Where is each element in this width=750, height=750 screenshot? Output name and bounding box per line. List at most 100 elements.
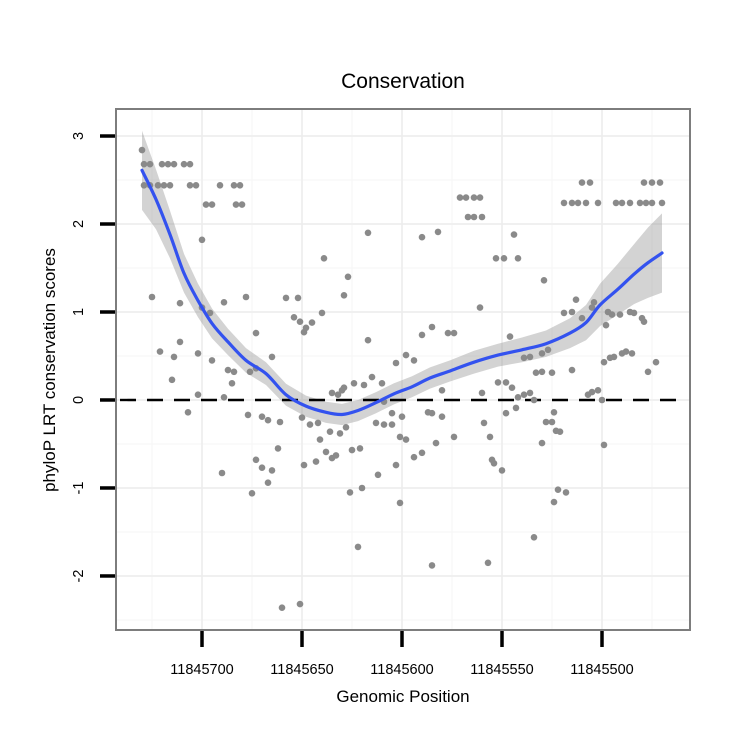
scatter-point bbox=[486, 433, 494, 441]
scatter-point bbox=[380, 421, 388, 428]
scatter-point bbox=[348, 446, 356, 454]
scatter-point bbox=[340, 292, 348, 299]
scatter-point bbox=[582, 199, 590, 207]
scatter-point bbox=[578, 314, 586, 322]
scatter-point bbox=[248, 490, 256, 497]
scatter-point bbox=[572, 296, 580, 304]
scatter-point bbox=[218, 469, 226, 477]
scatter-point bbox=[140, 160, 148, 168]
scatter-point bbox=[600, 441, 608, 449]
panel-background bbox=[116, 109, 690, 630]
x-tick-label: 11845650 bbox=[270, 662, 333, 678]
scatter-point bbox=[626, 199, 634, 207]
scatter-point bbox=[346, 489, 354, 496]
scatter-point bbox=[610, 353, 618, 361]
scatter-point bbox=[538, 350, 546, 357]
scatter-point bbox=[354, 543, 362, 551]
scatter-point bbox=[478, 389, 486, 397]
scatter-point bbox=[648, 199, 656, 207]
scatter-point bbox=[194, 391, 202, 399]
scatter-point bbox=[146, 160, 154, 168]
scatter-point bbox=[594, 199, 602, 207]
scatter-point bbox=[290, 314, 298, 321]
scatter-point bbox=[550, 498, 558, 506]
scatter-point bbox=[192, 182, 200, 189]
scatter-point bbox=[268, 467, 276, 474]
scatter-point bbox=[526, 389, 534, 397]
scatter-point bbox=[334, 391, 342, 399]
scatter-point bbox=[356, 445, 364, 452]
scatter-point bbox=[500, 254, 508, 262]
scatter-point bbox=[364, 336, 372, 344]
scatter-point bbox=[148, 293, 156, 301]
scatter-point bbox=[252, 456, 260, 464]
scatter-point bbox=[544, 346, 552, 354]
scatter-point bbox=[378, 380, 386, 387]
scatter-point bbox=[246, 368, 254, 376]
scatter-point bbox=[166, 182, 174, 189]
scatter-point bbox=[512, 404, 520, 412]
chart-title: Conservation bbox=[341, 70, 465, 93]
scatter-point bbox=[640, 318, 648, 326]
scatter-point bbox=[562, 489, 570, 496]
scatter-point bbox=[418, 449, 426, 457]
scatter-point bbox=[228, 380, 236, 387]
scatter-point bbox=[176, 338, 184, 346]
scatter-point bbox=[642, 199, 650, 207]
scatter-point bbox=[568, 199, 576, 207]
scatter-point bbox=[560, 199, 568, 207]
scatter-point bbox=[476, 304, 484, 311]
scatter-point bbox=[444, 329, 452, 337]
scatter-point bbox=[322, 448, 330, 456]
scatter-point bbox=[520, 391, 528, 399]
scatter-point bbox=[428, 562, 436, 569]
scatter-point bbox=[316, 436, 324, 443]
scatter-point bbox=[470, 194, 478, 201]
scatter-point bbox=[180, 160, 188, 168]
y-tick-label: -1 bbox=[71, 482, 87, 495]
scatter-point bbox=[556, 428, 564, 436]
scatter-point bbox=[300, 328, 308, 336]
scatter-point bbox=[418, 233, 426, 241]
scatter-point bbox=[156, 348, 164, 355]
x-tick-label: 11845500 bbox=[570, 662, 633, 678]
scatter-point bbox=[296, 318, 304, 326]
scatter-point bbox=[542, 418, 550, 426]
scatter-point bbox=[296, 600, 304, 608]
scatter-point bbox=[298, 414, 306, 421]
scatter-point bbox=[450, 329, 458, 337]
scatter-point bbox=[230, 368, 238, 376]
scatter-point bbox=[434, 228, 442, 236]
scatter-point bbox=[220, 299, 228, 306]
scatter-point bbox=[176, 299, 184, 307]
scatter-point bbox=[208, 201, 216, 208]
scatter-point bbox=[520, 354, 528, 362]
scatter-point bbox=[282, 294, 290, 302]
scatter-point bbox=[278, 604, 286, 611]
scatter-point bbox=[388, 409, 396, 417]
scatter-point bbox=[554, 486, 562, 494]
scatter-point bbox=[432, 439, 440, 447]
scatter-point bbox=[318, 309, 326, 317]
scatter-point bbox=[644, 368, 652, 376]
scatter-point bbox=[314, 419, 322, 427]
scatter-point bbox=[224, 366, 232, 374]
confidence-ribbon bbox=[142, 130, 662, 426]
scatter-point bbox=[186, 160, 194, 168]
scatter-point bbox=[158, 160, 166, 168]
scatter-point bbox=[396, 499, 404, 507]
y-tick-label: 3 bbox=[71, 132, 87, 140]
scatter-point bbox=[306, 421, 314, 428]
scatter-point bbox=[374, 471, 382, 479]
scatter-point bbox=[548, 418, 556, 426]
scatter-point bbox=[608, 311, 616, 318]
scatter-point bbox=[648, 179, 656, 186]
scatter-point bbox=[578, 179, 586, 186]
scatter-point bbox=[652, 358, 660, 366]
scatter-point bbox=[602, 321, 610, 329]
x-tick-label: 11845700 bbox=[170, 662, 233, 678]
scatter-point bbox=[598, 396, 606, 404]
scatter-point bbox=[476, 194, 484, 201]
scatter-point bbox=[428, 323, 436, 331]
